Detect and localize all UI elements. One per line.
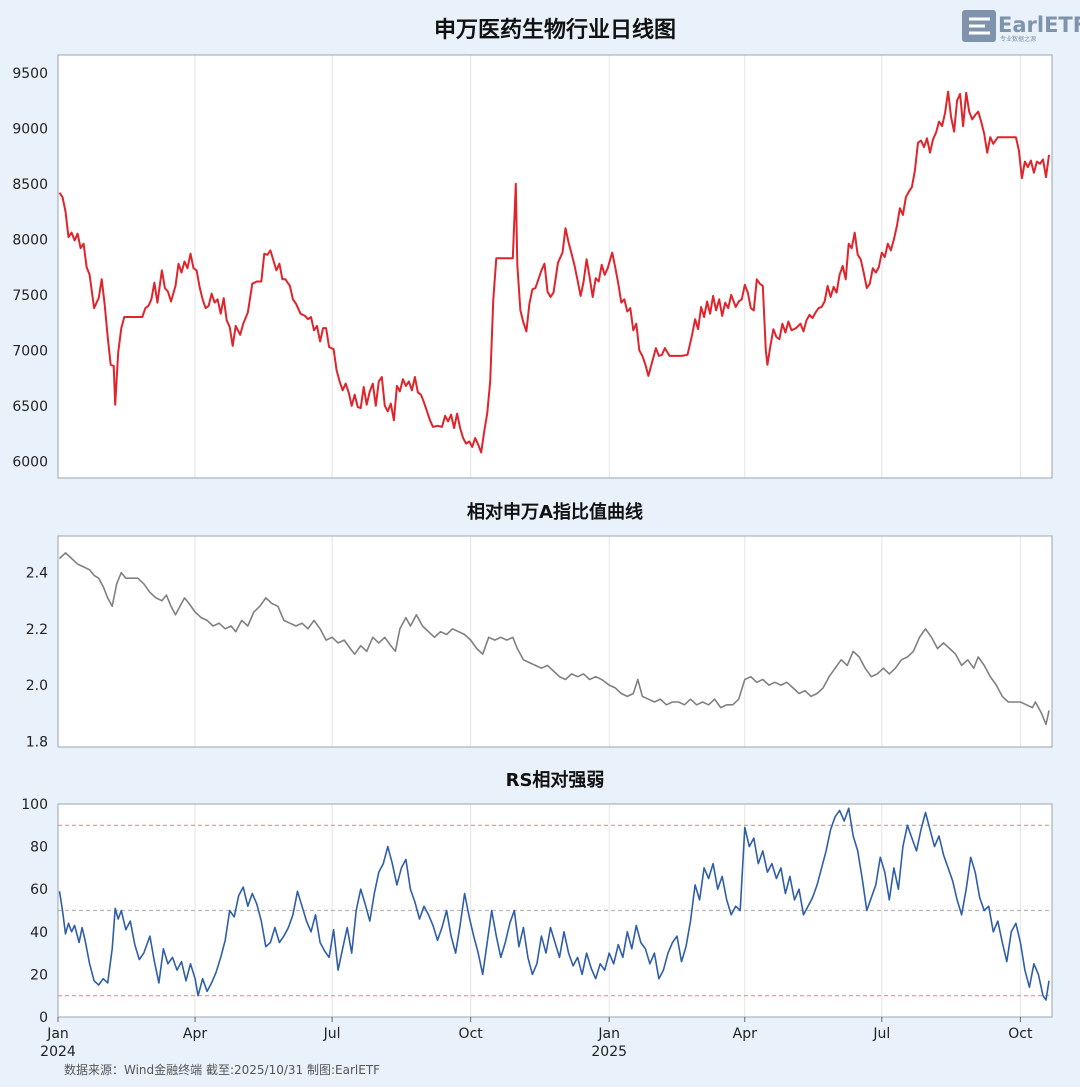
rs-y-tick-label: 0 (39, 1010, 48, 1026)
x-tick-year-label: 2024 (40, 1044, 76, 1060)
x-tick-label: Jul (323, 1026, 341, 1042)
price-y-tick-label: 8500 (12, 177, 48, 193)
rs-panel-title: RS相对强弱 (506, 769, 605, 791)
x-tick-label: Oct (459, 1026, 484, 1042)
x-tick-label: Jul (872, 1026, 890, 1042)
price-y-tick-label: 7000 (12, 343, 48, 359)
x-tick-label: Apr (733, 1026, 757, 1042)
ratio-y-tick-label: 2.4 (26, 566, 48, 582)
rs-panel: 0 20 40 60 80 100 (21, 797, 1053, 1026)
ratio-y-tick-label: 2.2 (26, 622, 48, 638)
rs-y-tick-label: 80 (30, 840, 48, 856)
brand-logo-subtext: 专业数据之源 (1000, 35, 1036, 43)
rs-series-line (58, 807, 1050, 1001)
ratio-plot-area (58, 536, 1052, 747)
brand-logo: EarlETF 专业数据之源 (962, 10, 1080, 43)
price-y-tick-label: 6000 (12, 454, 48, 470)
brand-logo-text: EarlETF (998, 13, 1080, 37)
ratio-panel: 1.8 2.0 2.2 2.4 (26, 535, 1053, 750)
rs-plot-frame (57, 803, 1053, 1018)
ratio-plot-frame (57, 535, 1053, 748)
price-plot-area (58, 55, 1052, 478)
price-y-tick-label: 8000 (12, 232, 48, 248)
price-y-tick-label: 9000 (12, 121, 48, 137)
x-tick-label: Jan (597, 1026, 620, 1042)
x-tick-label: Oct (1008, 1026, 1033, 1042)
ratio-y-tick-label: 1.8 (26, 734, 48, 750)
x-tick-label: Jan (46, 1026, 69, 1042)
x-tick-year-label: 2025 (591, 1044, 627, 1060)
x-tick-label: Apr (183, 1026, 207, 1042)
rs-y-tick-label: 20 (30, 967, 48, 983)
rs-y-tick-label: 40 (30, 925, 48, 941)
rs-y-tick-label: 100 (21, 797, 48, 813)
price-plot-frame (57, 54, 1053, 479)
price-y-tick-label: 9500 (12, 66, 48, 82)
price-series-line (58, 90, 1050, 454)
ratio-panel-title: 相对申万A指比值曲线 (467, 501, 643, 523)
price-y-tick-label: 6500 (12, 399, 48, 415)
price-panel: 6000 6500 7000 7500 8000 8500 9000 9500 (12, 54, 1053, 479)
rs-y-tick-label: 60 (30, 882, 48, 898)
x-axis: Jan 2024 Apr Jul Oct Jan 2025 Apr Jul Oct (40, 1017, 1033, 1060)
price-y-tick-label: 7500 (12, 288, 48, 304)
ratio-series-line (58, 552, 1050, 726)
data-source-note: 数据来源：Wind金融终端 截至:2025/10/31 制图:EarlETF (64, 1062, 380, 1077)
ratio-y-tick-label: 2.0 (26, 678, 48, 694)
chart-title: 申万医药生物行业日线图 (434, 17, 676, 43)
